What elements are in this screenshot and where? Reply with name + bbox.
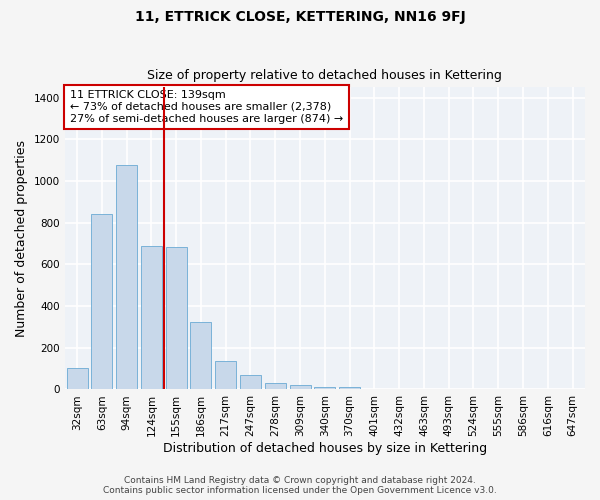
Bar xyxy=(265,383,286,390)
Bar xyxy=(215,362,236,390)
Bar xyxy=(240,375,261,390)
Title: Size of property relative to detached houses in Kettering: Size of property relative to detached ho… xyxy=(148,69,502,82)
Text: 11 ETTRICK CLOSE: 139sqm
← 73% of detached houses are smaller (2,378)
27% of sem: 11 ETTRICK CLOSE: 139sqm ← 73% of detach… xyxy=(70,90,343,124)
Bar xyxy=(190,322,211,390)
Bar xyxy=(116,166,137,390)
Bar xyxy=(166,246,187,390)
Bar xyxy=(141,246,162,390)
Y-axis label: Number of detached properties: Number of detached properties xyxy=(15,140,28,337)
Bar xyxy=(339,388,360,390)
X-axis label: Distribution of detached houses by size in Kettering: Distribution of detached houses by size … xyxy=(163,442,487,455)
Bar xyxy=(314,387,335,390)
Text: Contains HM Land Registry data © Crown copyright and database right 2024.
Contai: Contains HM Land Registry data © Crown c… xyxy=(103,476,497,495)
Bar xyxy=(67,368,88,390)
Text: 11, ETTRICK CLOSE, KETTERING, NN16 9FJ: 11, ETTRICK CLOSE, KETTERING, NN16 9FJ xyxy=(134,10,466,24)
Bar xyxy=(290,386,311,390)
Bar xyxy=(91,214,112,390)
